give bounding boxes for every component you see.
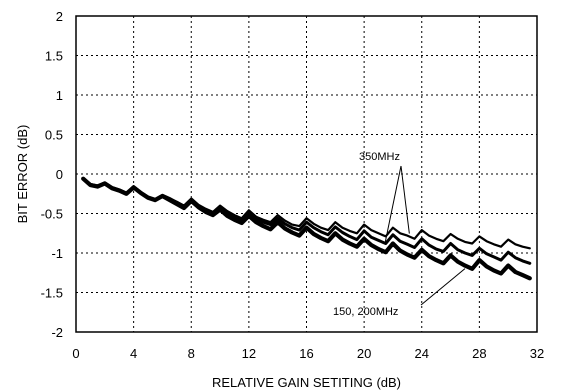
x-tick-label: 0 <box>72 346 79 361</box>
y-tick-label: -0.5 <box>41 207 63 222</box>
series-line-150-200mhz <box>81 176 532 281</box>
x-tick-label: 12 <box>242 346 256 361</box>
y-axis-title: BIT ERROR (dB) <box>15 125 30 224</box>
y-tick-label: 0 <box>56 167 63 182</box>
x-tick-label: 4 <box>130 346 137 361</box>
annotations: 350MHz 150, 200MHz <box>333 151 466 318</box>
y-tick-label: -1 <box>51 246 63 261</box>
y-tick-label: -2 <box>51 325 63 340</box>
annotation-leader-150-200mhz <box>420 268 466 306</box>
x-tick-label: 20 <box>357 346 371 361</box>
annotation-leader-350mhz-2 <box>384 165 402 242</box>
plot-frame <box>75 15 538 333</box>
y-tick-label: 2 <box>56 9 63 24</box>
x-tick-label: 24 <box>415 346 429 361</box>
y-tick-label: -1.5 <box>41 286 63 301</box>
x-tick-label: 16 <box>299 346 313 361</box>
x-tick-label: 32 <box>530 346 544 361</box>
series-layer <box>81 176 532 281</box>
grid-lines <box>76 16 537 332</box>
axis-ticks: 0 4 8 12 16 20 24 28 32 2 1.5 1 0.5 0 -0.5 -1 -1.5 -2 <box>41 9 545 361</box>
x-tick-label: 8 <box>188 346 195 361</box>
annotation-150-200mhz: 150, 200MHz <box>333 306 398 318</box>
annotation-leader-350mhz <box>400 165 410 234</box>
y-tick-label: 1 <box>56 88 63 103</box>
annotation-350mhz: 350MHz <box>359 151 400 163</box>
x-axis-title: RELATIVE GAIN SETITING (dB) <box>212 375 401 390</box>
y-tick-label: 1.5 <box>45 49 63 64</box>
y-tick-label: 0.5 <box>45 128 63 143</box>
x-tick-label: 28 <box>472 346 486 361</box>
